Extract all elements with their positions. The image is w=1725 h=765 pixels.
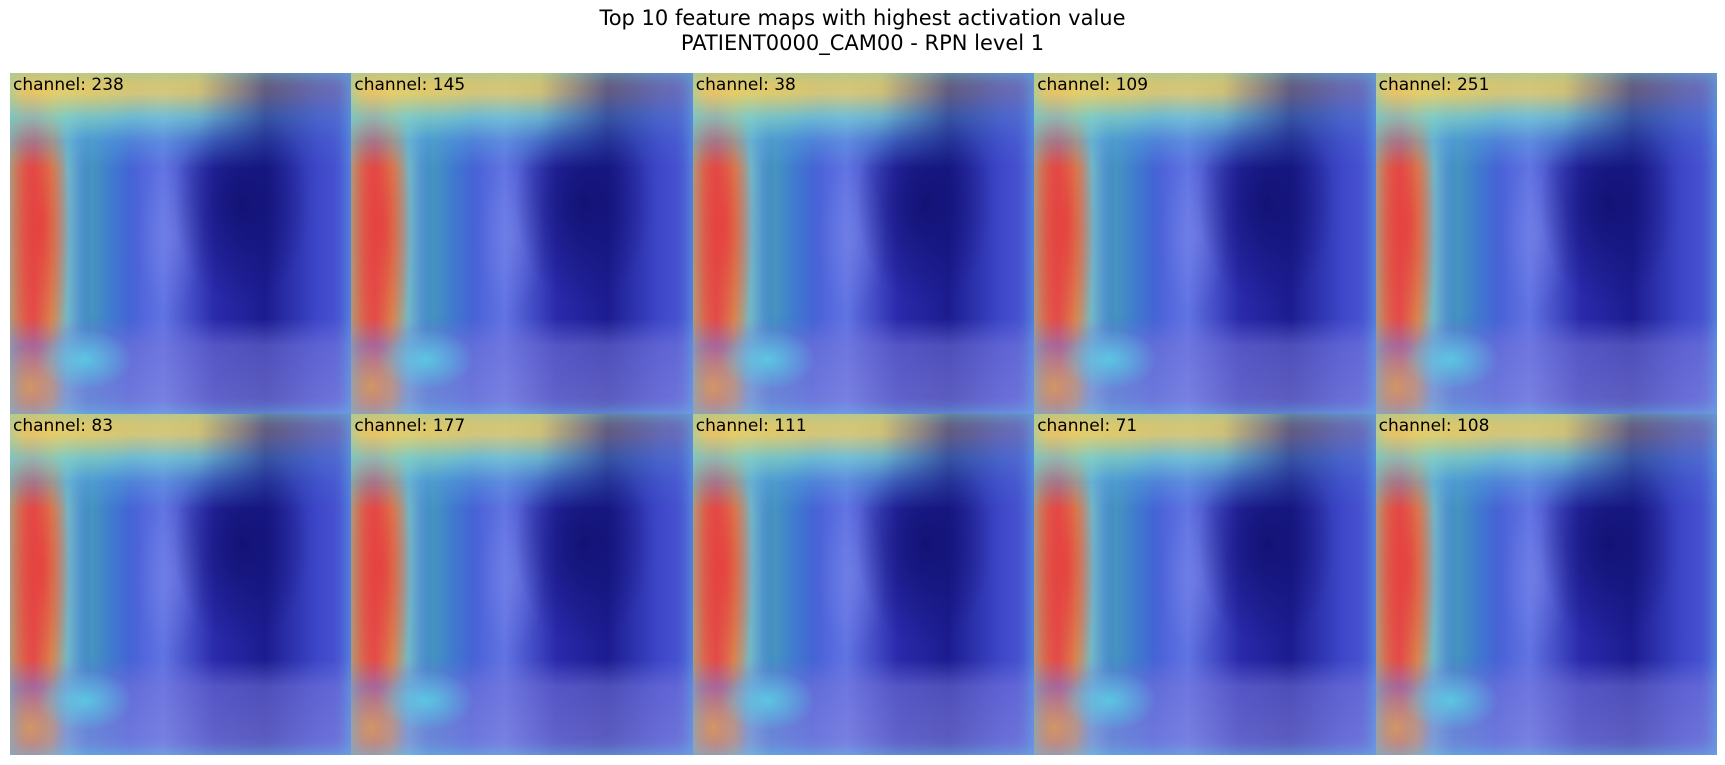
channel-label: channel: 83 (13, 416, 114, 436)
channel-label: channel: 38 (695, 75, 796, 95)
channel-label: channel: 109 (1037, 75, 1149, 95)
feature-map-panel: channel: 38 (692, 73, 1035, 414)
title-line-2: PATIENT0000_CAM00 - RPN level 1 (680, 31, 1045, 55)
feature-map-grid: channel: 238 channel: 145 channel: 38 ch… (10, 73, 1717, 755)
figure-title: Top 10 feature maps with highest activat… (0, 6, 1725, 56)
channel-label: channel: 145 (354, 75, 466, 95)
feature-map-panel: channel: 111 (692, 414, 1035, 755)
channel-label: channel: 177 (354, 416, 466, 436)
channel-label: channel: 108 (1378, 416, 1490, 436)
channel-label: channel: 71 (1037, 416, 1138, 436)
feature-map-panel: channel: 145 (351, 73, 693, 414)
channel-label: channel: 111 (695, 416, 807, 436)
feature-map-panel: channel: 238 (10, 73, 352, 414)
feature-map-panel: channel: 108 (1375, 414, 1717, 755)
feature-map-panel: channel: 83 (10, 414, 352, 755)
feature-map-panel: channel: 71 (1034, 414, 1376, 755)
title-line-1: Top 10 feature maps with highest activat… (599, 6, 1126, 30)
channel-label: channel: 238 (13, 75, 124, 95)
feature-map-panel: channel: 177 (351, 414, 693, 755)
channel-label: channel: 251 (1378, 75, 1490, 95)
feature-map-panel: channel: 251 (1375, 73, 1717, 414)
feature-map-panel: channel: 109 (1034, 73, 1376, 414)
